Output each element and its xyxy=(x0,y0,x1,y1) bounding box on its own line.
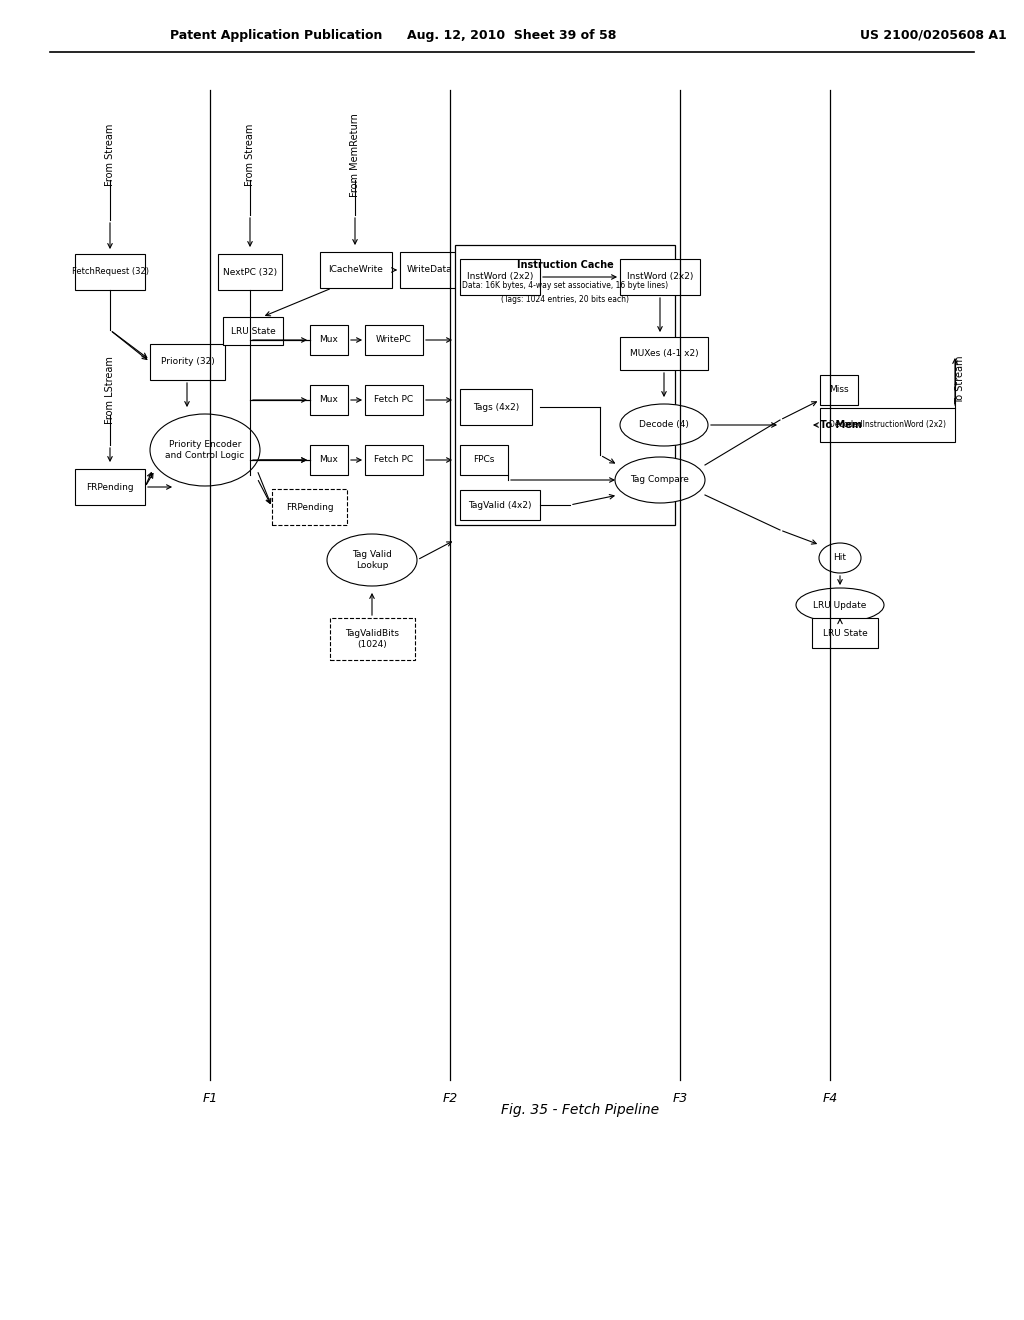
Bar xyxy=(365,385,423,414)
Text: Mux: Mux xyxy=(319,396,339,404)
Text: Mux: Mux xyxy=(319,335,339,345)
Text: InstWord (2x2): InstWord (2x2) xyxy=(627,272,693,281)
Text: TagValidBits
(1024): TagValidBits (1024) xyxy=(345,630,399,648)
Text: FRPending: FRPending xyxy=(86,483,134,491)
Text: MUXes (4-1 x2): MUXes (4-1 x2) xyxy=(630,348,698,358)
Text: Patent Application Publication: Patent Application Publication xyxy=(170,29,382,41)
Text: (Tags: 1024 entries, 20 bits each): (Tags: 1024 entries, 20 bits each) xyxy=(501,296,629,305)
Text: From MemReturn: From MemReturn xyxy=(350,114,360,197)
Text: Data: 16K bytes, 4-way set associative, 16 byte lines): Data: 16K bytes, 4-way set associative, … xyxy=(462,281,668,289)
Text: Miss: Miss xyxy=(829,385,849,395)
Bar xyxy=(460,445,508,475)
Bar xyxy=(812,618,878,648)
Text: Fetch PC: Fetch PC xyxy=(375,396,414,404)
Text: F1: F1 xyxy=(203,1092,218,1105)
Text: WriteData: WriteData xyxy=(408,265,453,275)
Bar xyxy=(820,408,955,442)
Text: DecodedInstructionWord (2x2): DecodedInstructionWord (2x2) xyxy=(829,421,946,429)
Bar xyxy=(365,325,423,355)
Bar xyxy=(820,375,858,405)
Text: Mux: Mux xyxy=(319,455,339,465)
Text: Hit: Hit xyxy=(834,553,847,562)
Text: US 2100/0205608 A1: US 2100/0205608 A1 xyxy=(860,29,1007,41)
Text: LRU Update: LRU Update xyxy=(813,601,866,610)
Bar xyxy=(75,253,145,290)
Ellipse shape xyxy=(819,543,861,573)
Bar xyxy=(620,337,708,370)
Text: LRU State: LRU State xyxy=(822,628,867,638)
Text: FPCs: FPCs xyxy=(473,455,495,465)
Text: LRU State: LRU State xyxy=(230,326,275,335)
Bar xyxy=(400,252,460,288)
Text: Tag Valid
Lookup: Tag Valid Lookup xyxy=(352,550,392,570)
Bar xyxy=(460,389,532,425)
Text: F4: F4 xyxy=(822,1092,838,1105)
Bar xyxy=(460,259,540,294)
Text: Priority (32): Priority (32) xyxy=(161,358,214,367)
Bar xyxy=(150,345,225,380)
Text: F2: F2 xyxy=(442,1092,458,1105)
Bar xyxy=(218,253,282,290)
Text: ICacheWrite: ICacheWrite xyxy=(329,265,383,275)
Text: Priority Encoder
and Control Logic: Priority Encoder and Control Logic xyxy=(165,441,245,459)
Ellipse shape xyxy=(796,587,884,622)
Text: From Stream: From Stream xyxy=(245,124,255,186)
Bar xyxy=(75,469,145,506)
Text: Instruction Cache: Instruction Cache xyxy=(517,260,613,271)
Bar xyxy=(330,618,415,660)
Bar xyxy=(620,259,700,294)
Text: Fig. 35 - Fetch Pipeline: Fig. 35 - Fetch Pipeline xyxy=(501,1104,659,1117)
Bar xyxy=(460,490,540,520)
Text: To Mem: To Mem xyxy=(820,420,862,430)
Text: Fetch PC: Fetch PC xyxy=(375,455,414,465)
Text: NextPC (32): NextPC (32) xyxy=(223,268,278,276)
Bar xyxy=(223,317,283,345)
Text: Decode (4): Decode (4) xyxy=(639,421,689,429)
Text: From Stream: From Stream xyxy=(105,124,115,186)
Bar xyxy=(365,445,423,475)
Text: Tag Compare: Tag Compare xyxy=(631,475,689,484)
Text: FRPending: FRPending xyxy=(286,503,334,511)
Text: TagValid (4x2): TagValid (4x2) xyxy=(468,500,531,510)
Text: From LStream: From LStream xyxy=(105,356,115,424)
Bar xyxy=(310,445,348,475)
Text: To Stream: To Stream xyxy=(955,356,965,404)
Ellipse shape xyxy=(150,414,260,486)
Text: F3: F3 xyxy=(673,1092,688,1105)
Bar xyxy=(319,252,392,288)
Text: Tags (4x2): Tags (4x2) xyxy=(473,403,519,412)
Bar xyxy=(455,246,675,525)
Bar xyxy=(272,488,347,525)
Ellipse shape xyxy=(615,457,705,503)
Text: InstWord (2x2): InstWord (2x2) xyxy=(467,272,534,281)
Bar xyxy=(310,325,348,355)
Ellipse shape xyxy=(327,535,417,586)
Bar xyxy=(310,385,348,414)
Text: FetchRequest (32): FetchRequest (32) xyxy=(72,268,148,276)
Text: Aug. 12, 2010  Sheet 39 of 58: Aug. 12, 2010 Sheet 39 of 58 xyxy=(408,29,616,41)
Text: WritePC: WritePC xyxy=(376,335,412,345)
Ellipse shape xyxy=(620,404,708,446)
